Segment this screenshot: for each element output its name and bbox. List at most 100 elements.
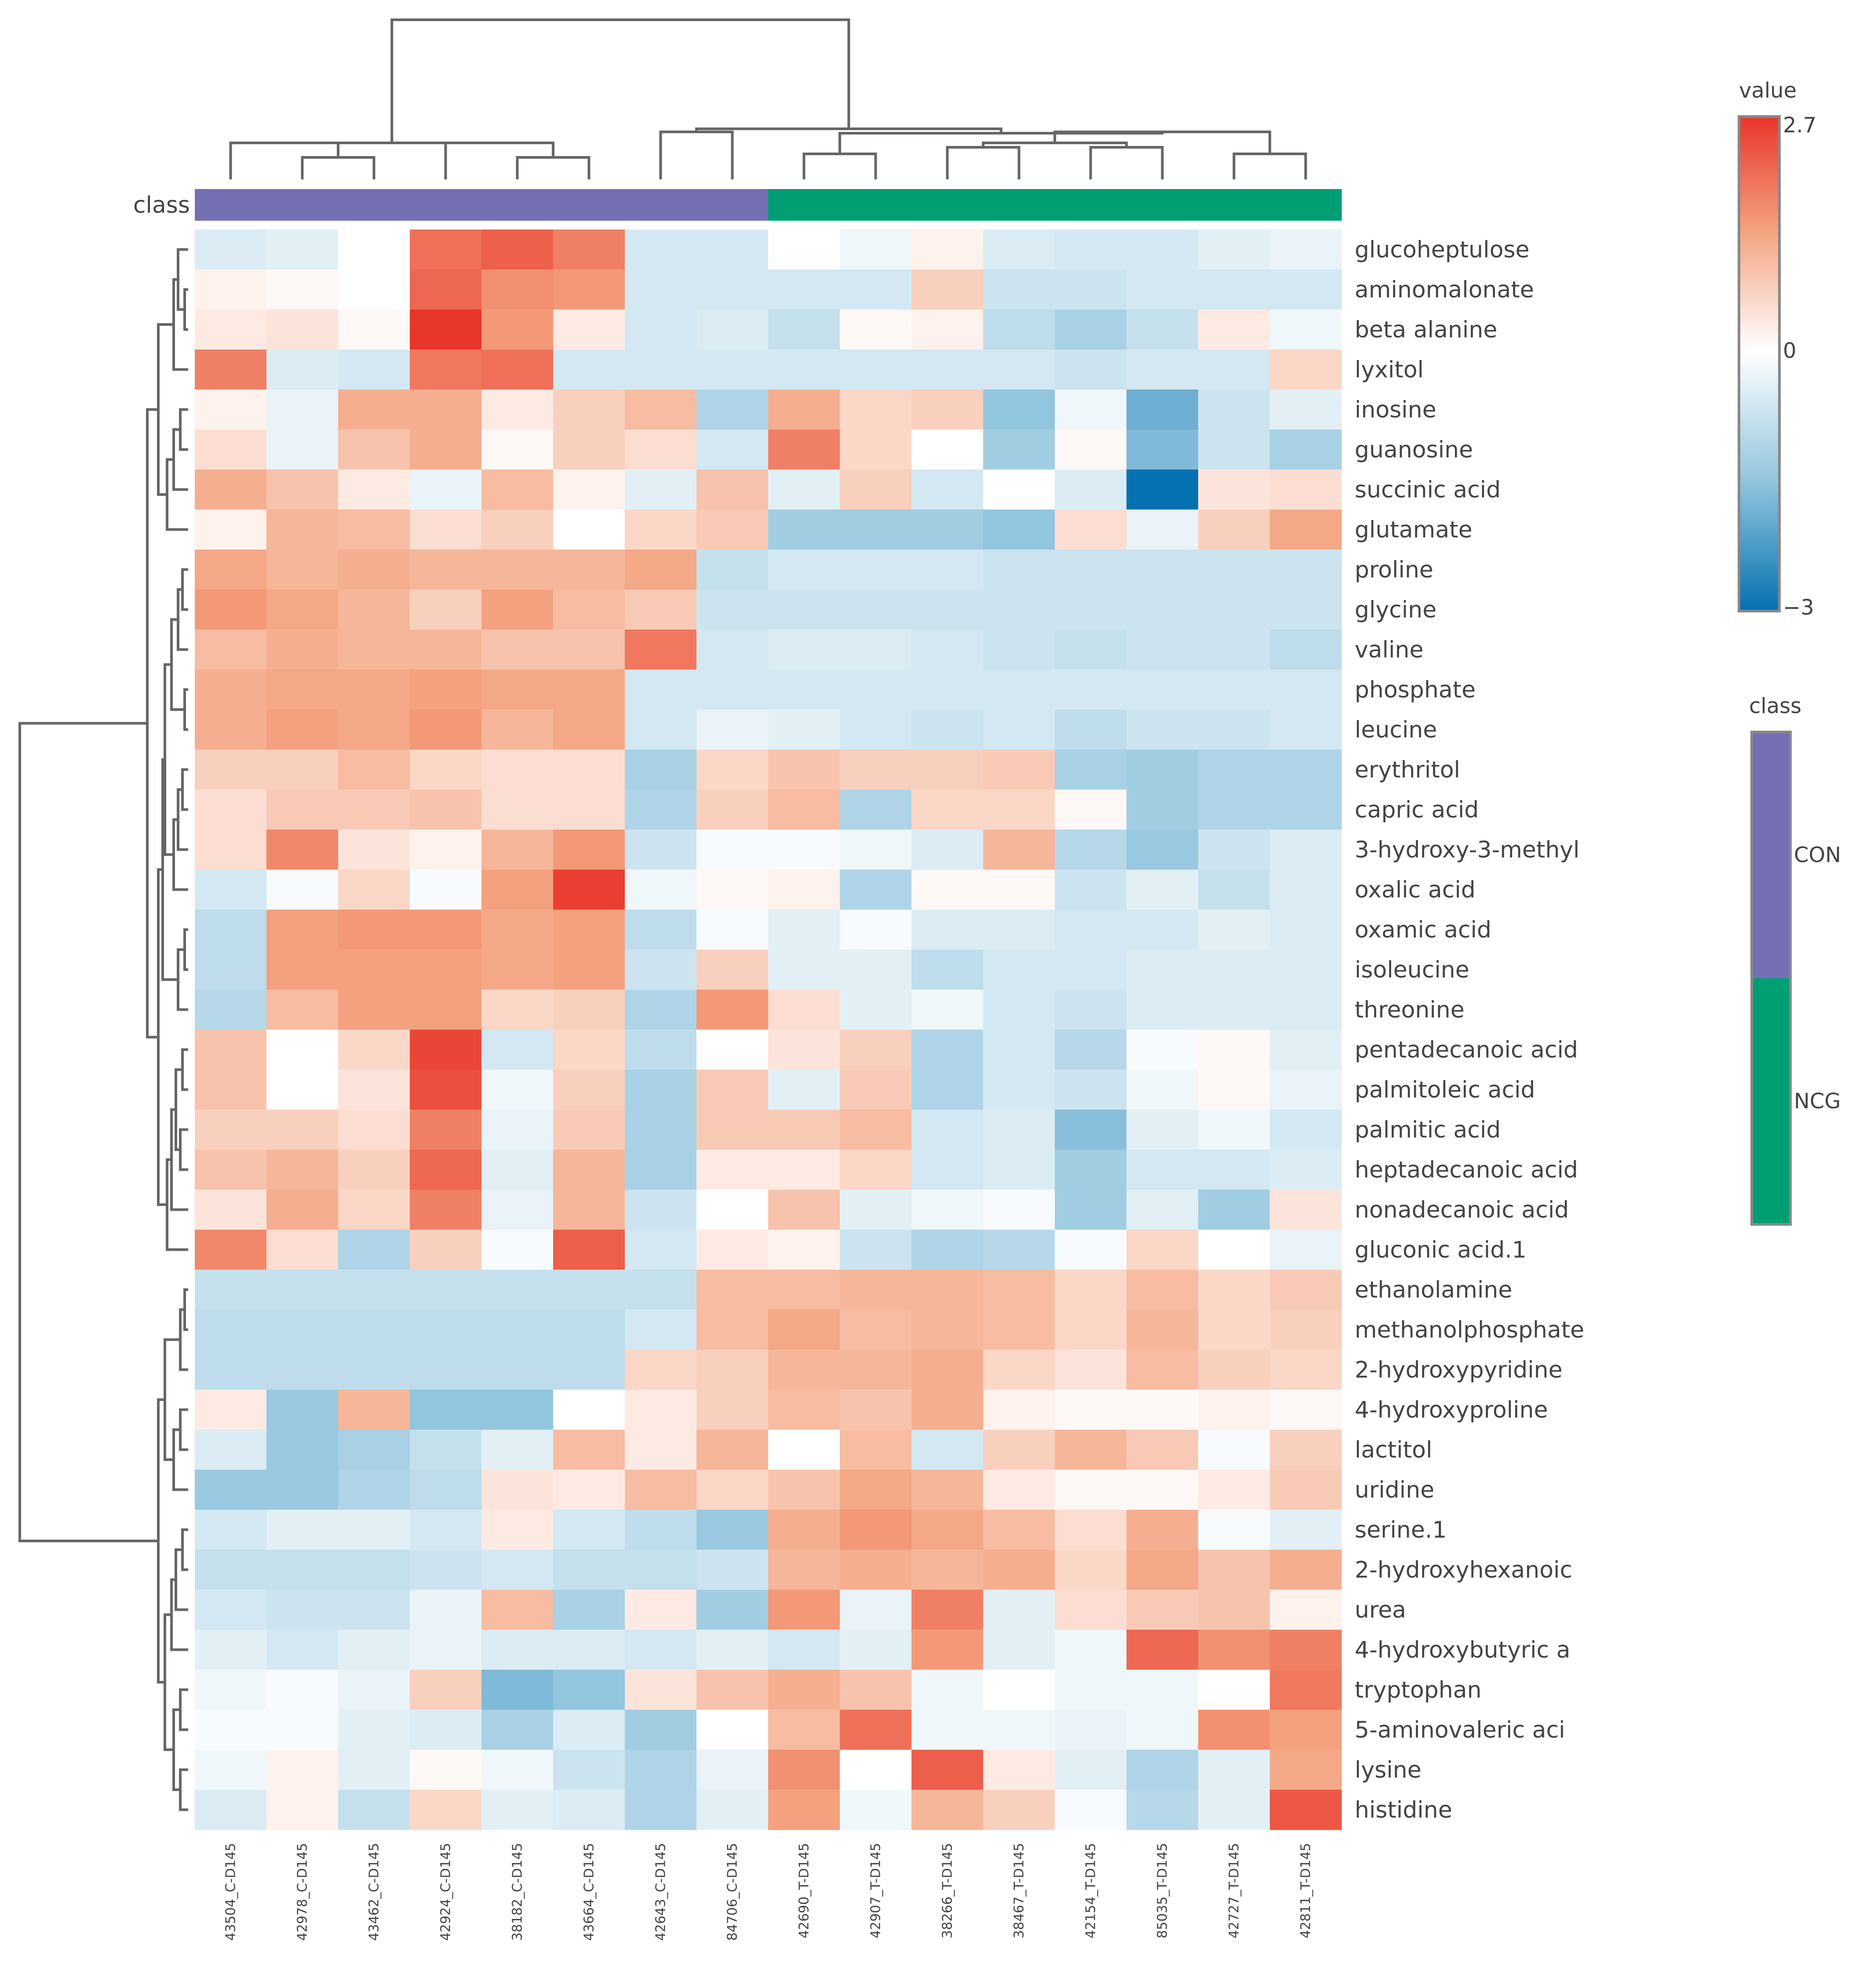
heatmap-cell [840, 550, 912, 590]
heatmap-cell [410, 1230, 482, 1270]
heatmap-cell [696, 1110, 769, 1150]
row-label: glutamate [1355, 517, 1473, 543]
heatmap-cell [338, 1670, 410, 1710]
heatmap-cell [481, 1710, 554, 1750]
heatmap-cell [696, 1230, 769, 1270]
heatmap-cell [696, 390, 769, 430]
heatmap-cell [1126, 1470, 1199, 1510]
heatmap-cell [983, 1350, 1055, 1390]
heatmap-cell [1270, 1670, 1342, 1710]
heatmap-cell [625, 510, 697, 550]
heatmap-cell [195, 1110, 267, 1150]
heatmap-cell [553, 1430, 625, 1470]
heatmap-cell [1055, 550, 1127, 590]
heatmap-cell [625, 390, 697, 430]
class-bar-segment [625, 189, 697, 221]
heatmap-cell [266, 1670, 339, 1710]
heatmap-cell [1270, 390, 1342, 430]
heatmap-cell [625, 990, 697, 1030]
heatmap-cell [840, 670, 912, 710]
heatmap-cell [553, 309, 625, 350]
heatmap-cell [1270, 1230, 1342, 1270]
heatmap-cell [553, 390, 625, 430]
heatmap-cell [338, 1070, 410, 1110]
heatmap-cell [911, 510, 984, 550]
heatmap-cell [768, 710, 840, 750]
heatmap-cell [768, 470, 840, 510]
heatmap-cell [338, 1470, 410, 1510]
heatmap-cell [1055, 350, 1127, 390]
heatmap-cell [625, 1430, 697, 1470]
heatmap-cell [768, 1670, 840, 1710]
heatmap-cell [481, 710, 554, 750]
heatmap-cell [840, 1190, 912, 1230]
heatmap-cell [266, 630, 339, 670]
heatmap-cell [1055, 1190, 1127, 1230]
heatmap-cell [911, 350, 984, 390]
heatmap-cell [481, 1510, 554, 1550]
heatmap-cell [266, 350, 339, 390]
heatmap-cell [840, 710, 912, 750]
heatmap-cell [481, 1590, 554, 1630]
heatmap-cell [1055, 1070, 1127, 1110]
row-label: isoleucine [1355, 957, 1469, 983]
heatmap-cell [410, 630, 482, 670]
heatmap-cell [696, 1270, 769, 1310]
heatmap-cell [410, 1430, 482, 1470]
row-label: glycine [1355, 597, 1436, 623]
heatmap-cell [911, 1510, 984, 1550]
heatmap-cell [1055, 1550, 1127, 1590]
heatmap-cell [1270, 1590, 1342, 1630]
heatmap-cell [195, 910, 267, 950]
heatmap-cell [338, 830, 410, 870]
heatmap-cell [625, 1750, 697, 1790]
row-label: lyxitol [1355, 357, 1424, 383]
row-label: methanolphosphate [1355, 1317, 1584, 1344]
heatmap-cell [625, 1070, 697, 1110]
row-label: threonine [1355, 997, 1465, 1023]
heatmap-cell [195, 1790, 267, 1830]
heatmap-cell [1126, 1430, 1199, 1470]
heatmap-cell [1055, 830, 1127, 870]
heatmap-cell [1055, 1270, 1127, 1310]
heatmap-cell [768, 1190, 840, 1230]
heatmap-cell [195, 630, 267, 670]
heatmap-cell [410, 470, 482, 510]
heatmap-cell [625, 350, 697, 390]
heatmap-cell [983, 1430, 1055, 1470]
heatmap-cell [481, 1470, 554, 1510]
heatmap-cell [553, 790, 625, 830]
heatmap-cell [553, 630, 625, 670]
heatmap-cell [1270, 1110, 1342, 1150]
heatmap-cell [625, 1630, 697, 1670]
heatmap-cell [1198, 1430, 1270, 1470]
heatmap-cell [840, 1750, 912, 1790]
heatmap-cell [481, 1390, 554, 1430]
heatmap-cell [410, 950, 482, 990]
heatmap-cell [696, 1550, 769, 1590]
heatmap-cell [195, 950, 267, 990]
heatmap-cell [1055, 1630, 1127, 1670]
heatmap-cell [553, 1110, 625, 1150]
heatmap-cell [768, 630, 840, 670]
heatmap-cell [481, 1270, 554, 1310]
class-legend-swatch-con [1752, 732, 1790, 978]
heatmap-cell [266, 590, 339, 630]
heatmap-cell [1270, 710, 1342, 750]
heatmap-cell [266, 910, 339, 950]
heatmap-cell [983, 390, 1055, 430]
heatmap-cell [338, 510, 410, 550]
heatmap-cell [840, 870, 912, 910]
heatmap-cell [1126, 870, 1199, 910]
row-label: 3-hydroxy-3-methyl [1355, 837, 1580, 863]
heatmap-cell [410, 1710, 482, 1750]
heatmap-cell [1270, 670, 1342, 710]
heatmap-cell [983, 630, 1055, 670]
heatmap-cell [338, 1310, 410, 1350]
heatmap-cell [266, 1230, 339, 1270]
heatmap-cell [481, 269, 554, 310]
heatmap-cell [840, 510, 912, 550]
heatmap-cell [410, 870, 482, 910]
heatmap-cell [1126, 390, 1199, 430]
heatmap-cell [625, 950, 697, 990]
